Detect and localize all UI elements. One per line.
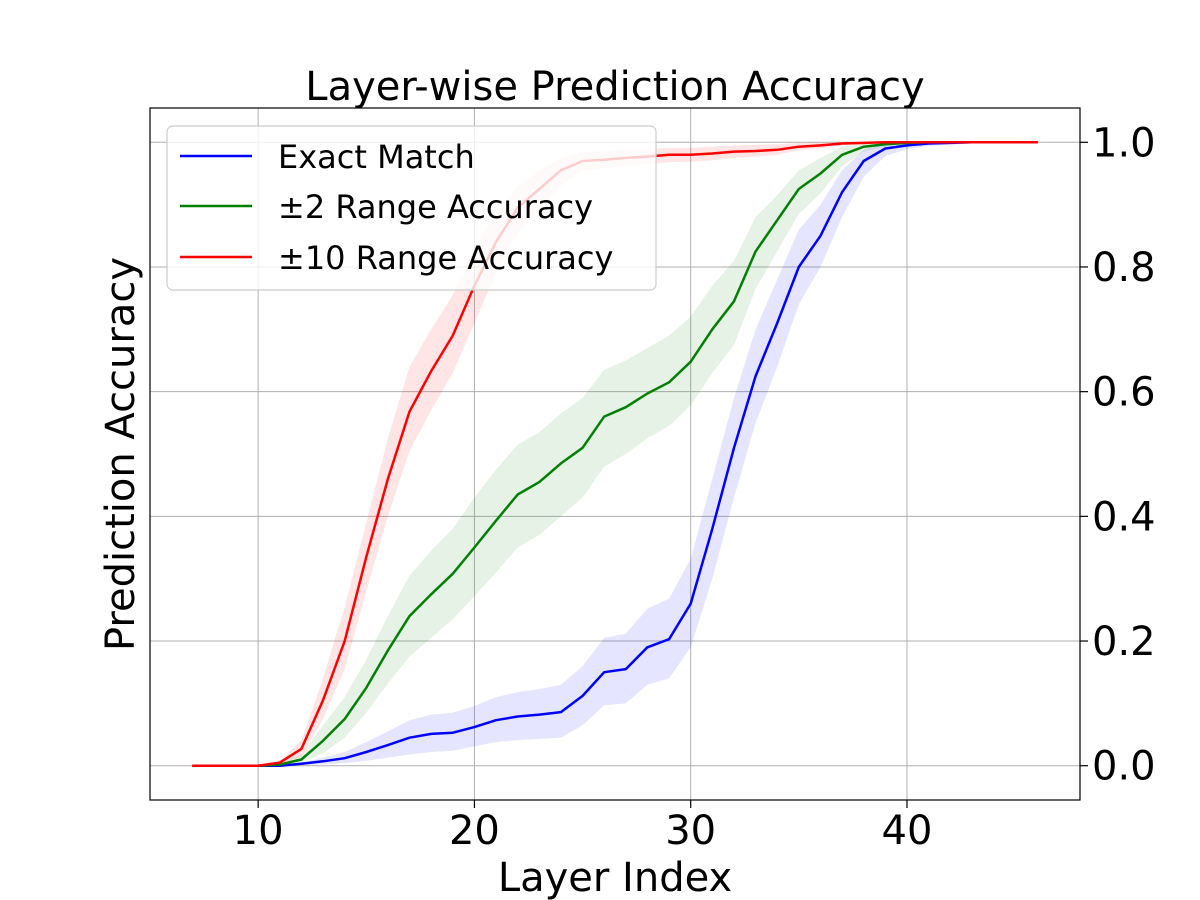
legend-label-range-2: ±2 Range Accuracy: [278, 188, 593, 226]
y-tick-label: 0.6: [1092, 370, 1156, 416]
y-axis-ticks: 0.0 0.2 0.4 0.6 0.8 1.0: [1080, 120, 1156, 790]
legend-label-exact-match: Exact Match: [278, 138, 475, 176]
legend: Exact Match ±2 Range Accuracy ±10 Range …: [166, 125, 657, 291]
x-axis-label: Layer Index: [498, 855, 732, 900]
y-tick-label: 1.0: [1092, 120, 1156, 166]
band-2-range-accuracy: [193, 142, 1037, 766]
band-exact-match: [193, 142, 1037, 766]
x-tick-label: 10: [233, 808, 284, 854]
y-tick-label: 0.0: [1092, 744, 1156, 790]
legend-label-range-10: ±10 Range Accuracy: [278, 239, 613, 277]
x-tick-label: 40: [882, 808, 933, 854]
y-tick-label: 0.8: [1092, 245, 1156, 291]
x-tick-label: 20: [449, 808, 500, 854]
confidence-bands: [193, 142, 1037, 766]
y-axis-label: Prediction Accuracy: [98, 257, 144, 651]
legend-box: [166, 125, 657, 291]
x-tick-label: 30: [665, 808, 716, 854]
y-tick-label: 0.4: [1092, 494, 1156, 540]
x-axis-ticks: 10 20 30 40: [233, 800, 933, 854]
plot-frame: [149, 107, 1081, 801]
line-exact-match: [192, 141, 1038, 767]
chart-title: Layer-wise Prediction Accuracy: [305, 64, 924, 110]
y-tick-label: 0.2: [1092, 619, 1156, 665]
